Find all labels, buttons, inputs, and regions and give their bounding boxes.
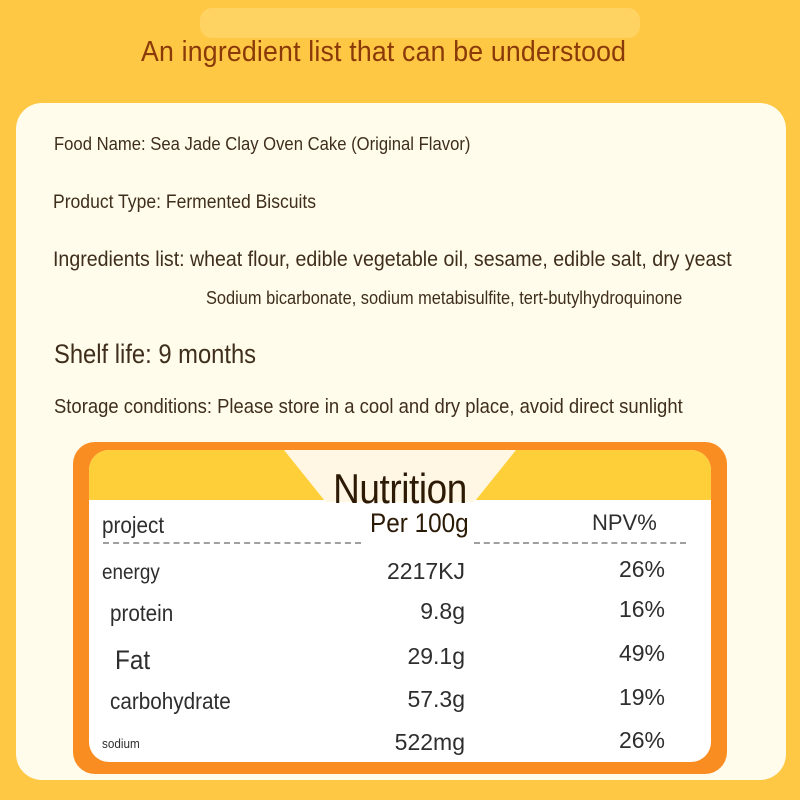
header-npv: NPV% <box>592 510 657 535</box>
row-protein-name: protein <box>110 600 174 626</box>
row-carbohydrate-npv: 19% <box>618 684 665 710</box>
header-glow <box>200 8 640 38</box>
header-item: project <box>102 512 165 538</box>
product-type-line: Product Type: Fermented Biscuits <box>53 191 316 214</box>
ingredients-label: Ingredients list: <box>53 247 191 271</box>
row-fat-npv: 49% <box>618 640 665 666</box>
row-sodium-per: 522mg <box>394 729 465 755</box>
row-energy-npv: 26% <box>618 556 665 582</box>
header-per-100g: Per 100g <box>370 508 469 538</box>
nutrition-title: Nutrition <box>333 465 467 512</box>
ingredients-value-1: wheat flour, edible vegetable oil, sesam… <box>190 247 732 271</box>
shelf-life-line: Shelf life: 9 months <box>54 339 256 370</box>
storage-value: Please store in a cool and dry place, av… <box>217 395 683 418</box>
nutrition-table: Nutrition project Per 100g NPV% energy 2… <box>89 450 711 762</box>
ingredients-value-2: Sodium bicarbonate, sodium metabisulfite… <box>206 288 683 308</box>
nutrition-banner-center <box>284 450 516 502</box>
row-sodium-name: sodium <box>102 736 140 751</box>
row-carbohydrate-per: 57.3g <box>407 686 465 712</box>
product-type-value: Fermented Biscuits <box>165 191 317 213</box>
row-energy-name: energy <box>102 561 160 584</box>
nutrition-panel: Nutrition project Per 100g NPV% energy 2… <box>73 442 727 774</box>
storage-label: Storage conditions: <box>54 395 218 418</box>
shelf-life-label: Shelf life: <box>54 339 159 369</box>
ingredients-line: Ingredients list: wheat flour, edible ve… <box>53 247 732 272</box>
storage-line: Storage conditions: Please store in a co… <box>54 395 683 419</box>
food-name-label: Food Name: <box>54 133 151 154</box>
row-sodium-npv: 26% <box>618 727 665 753</box>
page-headline: An ingredient list that can be understoo… <box>141 36 627 68</box>
row-protein-npv: 16% <box>618 596 665 622</box>
shelf-life-value: 9 months <box>158 339 257 369</box>
row-protein-per: 9.8g <box>420 598 465 624</box>
row-fat-per: 29.1g <box>407 643 465 669</box>
food-name-value: Sea Jade Clay Oven Cake (Original Flavor… <box>150 133 471 154</box>
header-divider-right <box>474 542 686 544</box>
header-divider-left <box>103 542 361 544</box>
product-type-label: Product Type: <box>53 191 166 213</box>
row-fat-name: Fat <box>115 645 151 675</box>
food-name-line: Food Name: Sea Jade Clay Oven Cake (Orig… <box>54 133 470 155</box>
row-carbohydrate-name: carbohydrate <box>110 688 231 714</box>
row-energy-per: 2217KJ <box>386 558 465 584</box>
